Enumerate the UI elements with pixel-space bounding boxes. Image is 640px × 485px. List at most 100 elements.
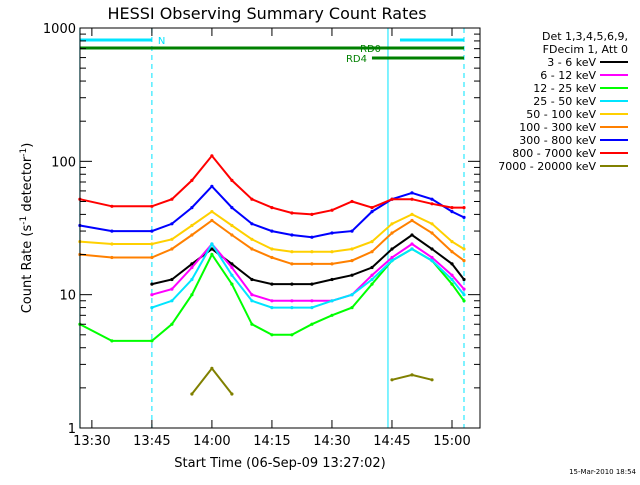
x-tick-label: 14:45 bbox=[373, 434, 410, 449]
data-point bbox=[330, 250, 334, 254]
data-point bbox=[390, 259, 394, 263]
x-axis-label: Start Time (06-Sep-09 13:27:02) bbox=[174, 456, 385, 471]
data-point bbox=[230, 262, 234, 266]
data-point bbox=[410, 197, 414, 201]
data-point bbox=[270, 247, 274, 251]
data-point bbox=[290, 299, 294, 303]
data-point bbox=[430, 255, 434, 260]
data-point bbox=[290, 211, 294, 215]
data-point bbox=[390, 231, 394, 235]
data-point bbox=[350, 293, 354, 297]
data-point bbox=[110, 204, 114, 208]
data-point bbox=[190, 223, 194, 228]
data-point bbox=[430, 259, 434, 263]
data-point bbox=[310, 322, 314, 326]
flag-bar-label: RD0 bbox=[360, 44, 381, 55]
data-point bbox=[150, 293, 154, 297]
data-point bbox=[370, 210, 374, 214]
data-point bbox=[210, 184, 214, 188]
data-point bbox=[210, 218, 214, 223]
legend-entry-label: 12 - 25 keV bbox=[533, 82, 596, 95]
data-point bbox=[390, 255, 394, 260]
data-point bbox=[450, 262, 454, 266]
data-point bbox=[410, 191, 414, 195]
legend-header: FDecim 1, Att 0 bbox=[543, 43, 628, 56]
data-point bbox=[230, 392, 234, 396]
data-point bbox=[462, 215, 466, 219]
plot-frame bbox=[79, 27, 481, 429]
data-point bbox=[170, 247, 174, 251]
data-point bbox=[330, 313, 334, 317]
data-point bbox=[250, 222, 254, 226]
data-point bbox=[462, 287, 466, 291]
legend-entry-label: 300 - 800 keV bbox=[519, 134, 596, 147]
data-point bbox=[410, 247, 414, 251]
data-point bbox=[210, 210, 214, 214]
data-point bbox=[230, 233, 234, 237]
legend-entry-label: 3 - 6 keV bbox=[547, 56, 596, 69]
data-point bbox=[462, 247, 466, 251]
data-point bbox=[110, 255, 114, 260]
data-point bbox=[430, 247, 434, 251]
data-point bbox=[250, 237, 254, 241]
data-point bbox=[270, 306, 274, 310]
legend-entry-label: 100 - 300 keV bbox=[519, 121, 596, 134]
data-point bbox=[350, 273, 354, 277]
data-point bbox=[462, 259, 466, 263]
footer-timestamp: 15-Mar-2010 18:54 bbox=[569, 468, 636, 476]
data-point bbox=[462, 206, 466, 210]
data-point bbox=[410, 242, 414, 246]
data-point bbox=[410, 212, 414, 216]
legend-entry-label: 7000 - 20000 keV bbox=[498, 160, 596, 173]
y-tick-label: 100 bbox=[51, 155, 76, 170]
data-point bbox=[190, 392, 194, 396]
data-point bbox=[462, 277, 466, 282]
data-point bbox=[170, 222, 174, 226]
data-point bbox=[390, 197, 394, 201]
data-point bbox=[370, 265, 374, 270]
data-point bbox=[270, 333, 274, 337]
data-point bbox=[190, 265, 194, 270]
x-tick-label: 14:00 bbox=[193, 434, 230, 449]
data-point bbox=[450, 240, 454, 244]
data-point bbox=[430, 202, 434, 206]
data-point bbox=[290, 282, 294, 286]
flag-bar-label: RD4 bbox=[346, 54, 367, 65]
data-point bbox=[450, 282, 454, 286]
data-point bbox=[270, 299, 274, 303]
data-point bbox=[350, 259, 354, 263]
legend-entry-label: 800 - 7000 keV bbox=[512, 147, 596, 160]
x-tick-label: 13:30 bbox=[73, 434, 110, 449]
axes: 13:30 13:45 14:00 14:15 14:30 14:45 15:00 1 10 10… bbox=[43, 22, 480, 449]
chart-title: HESSI Observing Summary Count Rates bbox=[107, 4, 426, 23]
data-point bbox=[190, 178, 194, 182]
data-point bbox=[450, 250, 454, 254]
data-point bbox=[230, 265, 234, 270]
x-tick-label: 13:45 bbox=[133, 434, 170, 449]
data-point bbox=[310, 235, 314, 239]
data-point bbox=[290, 306, 294, 310]
data-point bbox=[290, 250, 294, 254]
data-point bbox=[250, 197, 254, 201]
data-point bbox=[430, 197, 434, 201]
data-point bbox=[110, 339, 114, 343]
data-point bbox=[250, 277, 254, 282]
data-point bbox=[350, 199, 354, 204]
data-point bbox=[430, 378, 434, 382]
data-point bbox=[310, 306, 314, 310]
data-point bbox=[210, 242, 214, 246]
series-line bbox=[191, 366, 433, 395]
data-point bbox=[150, 339, 154, 343]
data-point bbox=[330, 231, 334, 235]
data-point bbox=[190, 206, 194, 210]
data-point bbox=[290, 262, 294, 266]
y-tick-label: 1 bbox=[68, 422, 76, 437]
x-tick-label: 15:00 bbox=[433, 434, 470, 449]
data-point bbox=[370, 240, 374, 244]
data-point bbox=[430, 231, 434, 235]
data-point bbox=[250, 247, 254, 251]
data-point bbox=[250, 299, 254, 303]
series-line bbox=[151, 242, 465, 309]
